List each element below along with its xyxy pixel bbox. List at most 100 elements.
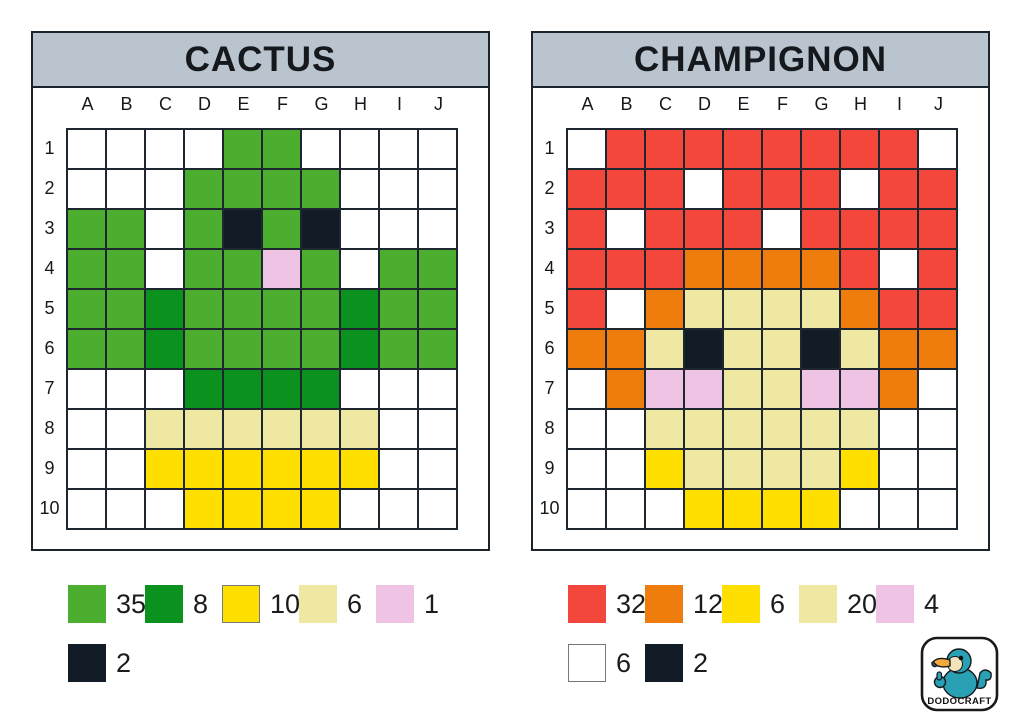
- cell-D3: [185, 210, 222, 248]
- cell-F1: [263, 130, 300, 168]
- row-label-2: 2: [544, 177, 555, 198]
- cell-F7: [763, 370, 800, 408]
- cell-D6: [185, 330, 222, 368]
- cell-B4: [607, 250, 644, 288]
- cell-C9: [146, 450, 183, 488]
- row-label-4: 4: [44, 257, 55, 278]
- cell-I4: [380, 250, 417, 288]
- cell-B7: [107, 370, 144, 408]
- cactus-legend: 35 8 10 6 1 2: [68, 585, 453, 682]
- cell-G1: [802, 130, 839, 168]
- cell-G2: [302, 170, 339, 208]
- legend-count: 2: [116, 647, 132, 678]
- cell-A5: [68, 290, 105, 328]
- cell-F9: [763, 450, 800, 488]
- cell-A4: [568, 250, 605, 288]
- cell-E7: [224, 370, 261, 408]
- legend-chip-p: 1: [376, 585, 453, 623]
- column-label-E: E: [237, 94, 250, 114]
- cell-B10: [107, 490, 144, 528]
- cell-H8: [841, 410, 878, 448]
- cell-F7: [263, 370, 300, 408]
- cell-G7: [302, 370, 339, 408]
- cell-G1: [302, 130, 339, 168]
- row-label-7: 7: [544, 377, 555, 398]
- legend-swatch: [645, 644, 683, 682]
- cell-I6: [880, 330, 917, 368]
- legend-count: 32: [616, 588, 647, 619]
- cell-I3: [380, 210, 417, 248]
- cell-B9: [607, 450, 644, 488]
- cell-H9: [341, 450, 378, 488]
- cell-E8: [224, 410, 261, 448]
- cell-J8: [919, 410, 956, 448]
- cell-C6: [646, 330, 683, 368]
- cell-F8: [263, 410, 300, 448]
- column-label-H: H: [854, 94, 867, 114]
- cell-A1: [568, 130, 605, 168]
- cell-C8: [146, 410, 183, 448]
- cell-J8: [419, 410, 456, 448]
- champignon-grid-area: A B C D E F G H I J 1 2 3 4 5 6 7 8 9 10: [533, 88, 988, 548]
- logo-text: DODOCRAFT: [927, 696, 991, 707]
- cell-H4: [841, 250, 878, 288]
- row-labels: 1 2 3 4 5 6 7 8 9 10: [533, 128, 566, 528]
- cell-I9: [880, 450, 917, 488]
- column-label-F: F: [277, 94, 288, 114]
- cell-D6: [685, 330, 722, 368]
- cell-D8: [685, 410, 722, 448]
- cell-D8: [185, 410, 222, 448]
- cell-B2: [107, 170, 144, 208]
- legend-count: 6: [347, 588, 363, 619]
- cell-E5: [224, 290, 261, 328]
- cell-C3: [646, 210, 683, 248]
- legend-row: 2: [68, 644, 453, 682]
- legend-count: 1: [424, 588, 440, 619]
- cell-E4: [724, 250, 761, 288]
- row-label-10: 10: [39, 497, 60, 518]
- cell-E6: [724, 330, 761, 368]
- cell-A9: [568, 450, 605, 488]
- cell-A3: [68, 210, 105, 248]
- legend-swatch: [68, 585, 106, 623]
- cell-G5: [302, 290, 339, 328]
- legend-count: 35: [116, 588, 147, 619]
- cell-H5: [841, 290, 878, 328]
- cell-G9: [802, 450, 839, 488]
- cell-E10: [224, 490, 261, 528]
- cell-C5: [146, 290, 183, 328]
- legend-chip-o: 12: [645, 585, 723, 623]
- legend-count: 10: [270, 588, 301, 619]
- cell-G5: [802, 290, 839, 328]
- cell-A9: [68, 450, 105, 488]
- cell-J6: [419, 330, 456, 368]
- cell-C4: [646, 250, 683, 288]
- cell-E6: [224, 330, 261, 368]
- legend-chip-k: 2: [68, 644, 145, 682]
- cell-B3: [607, 210, 644, 248]
- cell-E9: [724, 450, 761, 488]
- cactus-grid-area: A B C D E F G H I J 1 2 3 4 5 6 7 8 9 10: [33, 88, 488, 548]
- cell-B3: [107, 210, 144, 248]
- cell-I10: [880, 490, 917, 528]
- cell-B1: [607, 130, 644, 168]
- cell-A4: [68, 250, 105, 288]
- legend-swatch: [722, 585, 760, 623]
- legend-swatch: [645, 585, 683, 623]
- cell-B2: [607, 170, 644, 208]
- cell-D5: [185, 290, 222, 328]
- cell-H7: [841, 370, 878, 408]
- cell-F6: [763, 330, 800, 368]
- cell-D9: [685, 450, 722, 488]
- cell-F3: [263, 210, 300, 248]
- cell-F3: [763, 210, 800, 248]
- cell-D3: [685, 210, 722, 248]
- cell-H10: [341, 490, 378, 528]
- cactus-panel: CACTUS A B C D E F G H I J 1 2 3 4 5 6 7 8 9 10: [31, 31, 490, 551]
- legend-swatch: [799, 585, 837, 623]
- cell-F4: [763, 250, 800, 288]
- cell-J4: [419, 250, 456, 288]
- cell-E10: [724, 490, 761, 528]
- cell-E9: [224, 450, 261, 488]
- cell-G4: [302, 250, 339, 288]
